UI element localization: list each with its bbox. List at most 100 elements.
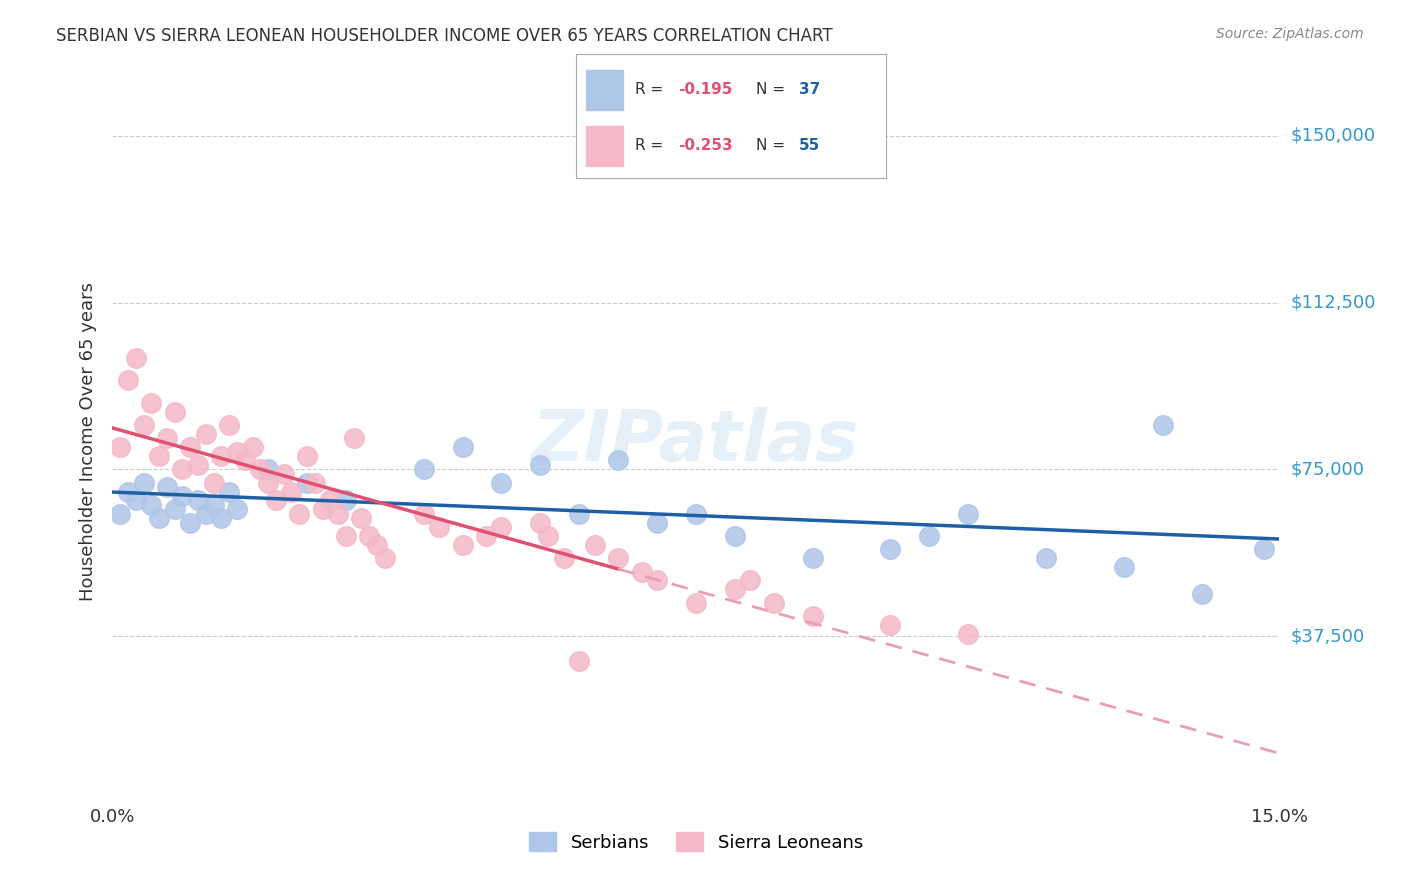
Point: [645, 574, 668, 588]
Point: [187, 458, 209, 472]
Point: [156, 480, 179, 494]
Point: [257, 475, 280, 490]
Point: [202, 498, 225, 512]
Point: [529, 458, 551, 472]
Text: R =: R =: [636, 82, 668, 97]
Point: [319, 493, 342, 508]
Point: [685, 596, 707, 610]
Point: [209, 511, 232, 525]
Point: [740, 574, 762, 588]
Point: [156, 431, 179, 445]
Point: [607, 453, 630, 467]
Point: [295, 449, 318, 463]
Text: R =: R =: [636, 138, 668, 153]
Point: [1191, 587, 1213, 601]
FancyBboxPatch shape: [586, 70, 623, 110]
Point: [335, 493, 357, 508]
Point: [607, 551, 630, 566]
Point: [264, 493, 287, 508]
Point: [132, 417, 155, 432]
Point: [537, 529, 560, 543]
Point: [801, 551, 824, 566]
Point: [451, 440, 474, 454]
Point: [957, 627, 980, 641]
Point: [451, 538, 474, 552]
Point: [257, 462, 280, 476]
Point: [172, 489, 194, 503]
Point: [132, 475, 155, 490]
Point: [295, 475, 318, 490]
Point: [110, 440, 132, 454]
Point: [280, 484, 302, 499]
Text: $37,500: $37,500: [1291, 627, 1365, 645]
Point: [125, 493, 148, 508]
Point: [172, 462, 194, 476]
Text: Source: ZipAtlas.com: Source: ZipAtlas.com: [1216, 27, 1364, 41]
Point: [141, 498, 163, 512]
Point: [553, 551, 575, 566]
Point: [288, 507, 311, 521]
Point: [304, 475, 326, 490]
Point: [374, 551, 396, 566]
Point: [187, 493, 209, 508]
Text: N =: N =: [756, 138, 790, 153]
Point: [273, 467, 295, 481]
Point: [645, 516, 668, 530]
Point: [218, 484, 240, 499]
Point: [117, 373, 139, 387]
Text: ZIPatlas: ZIPatlas: [533, 407, 859, 476]
Point: [326, 507, 349, 521]
Text: 55: 55: [799, 138, 821, 153]
Point: [568, 507, 591, 521]
Point: [630, 565, 652, 579]
Point: [163, 404, 186, 418]
Text: N =: N =: [756, 82, 790, 97]
Legend: Serbians, Sierra Leoneans: Serbians, Sierra Leoneans: [522, 825, 870, 859]
Point: [110, 507, 132, 521]
Point: [957, 507, 980, 521]
Point: [148, 449, 170, 463]
Point: [226, 444, 249, 458]
FancyBboxPatch shape: [586, 126, 623, 166]
Y-axis label: Householder Income Over 65 years: Householder Income Over 65 years: [79, 282, 97, 601]
Point: [226, 502, 249, 516]
Point: [879, 542, 901, 557]
Point: [1253, 542, 1275, 557]
Point: [141, 395, 163, 409]
Point: [209, 449, 232, 463]
Point: [350, 511, 373, 525]
Point: [801, 609, 824, 624]
Point: [583, 538, 606, 552]
Point: [412, 462, 434, 476]
Point: [918, 529, 941, 543]
Point: [202, 475, 225, 490]
Point: [762, 596, 785, 610]
Point: [491, 475, 513, 490]
Point: [117, 484, 139, 499]
Point: [1112, 560, 1135, 574]
Point: [233, 453, 256, 467]
Point: [366, 538, 388, 552]
Point: [427, 520, 450, 534]
Point: [194, 507, 217, 521]
Point: [311, 502, 333, 516]
Point: [724, 529, 747, 543]
Point: [218, 417, 240, 432]
Point: [412, 507, 434, 521]
Point: [529, 516, 551, 530]
Point: [359, 529, 381, 543]
Point: [148, 511, 170, 525]
Point: [568, 653, 591, 667]
Point: [879, 618, 901, 632]
Point: [1035, 551, 1057, 566]
Point: [194, 426, 217, 441]
Point: [163, 502, 186, 516]
Point: [475, 529, 498, 543]
Point: [249, 462, 271, 476]
Text: 37: 37: [799, 82, 821, 97]
Text: $112,500: $112,500: [1291, 293, 1376, 311]
Text: -0.253: -0.253: [679, 138, 733, 153]
Point: [491, 520, 513, 534]
Point: [179, 440, 201, 454]
Text: $150,000: $150,000: [1291, 127, 1375, 145]
